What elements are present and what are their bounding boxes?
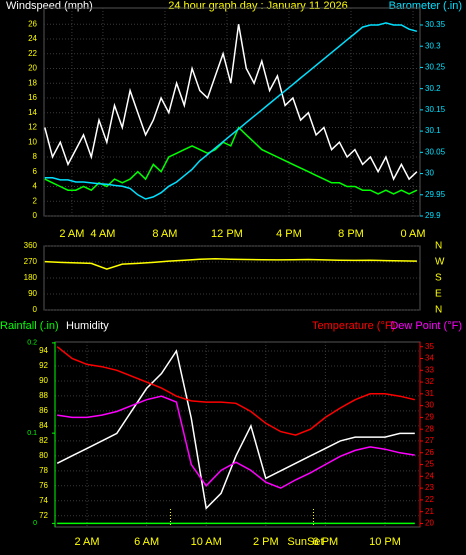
y3-tick-label: 0.1 [27, 430, 37, 437]
compass-label: S [435, 273, 442, 284]
y-tick-label: 24 [28, 34, 37, 43]
x-tick-label: 8 PM [338, 228, 364, 240]
compass-label: N [435, 305, 442, 316]
x-tick-label: 6 PM [313, 536, 339, 548]
x-tick-label: 2 AM [59, 228, 84, 240]
series-line [44, 22, 418, 200]
y2-tick-label: 22 [425, 495, 434, 504]
y2-tick-label: 30 [425, 169, 434, 178]
y-tick-label: 74 [39, 496, 48, 505]
series-line [56, 346, 415, 436]
x-tick-label: 10 AM [191, 536, 222, 548]
x-tick-label: 4 PM [276, 228, 302, 240]
y2-tick-label: 30.25 [425, 63, 446, 72]
y2-tick-label: 26 [425, 448, 434, 457]
series-line [44, 126, 418, 195]
y-tick-label: 6 [33, 167, 38, 176]
y-tick-label: 88 [39, 391, 48, 400]
x-tick-label: 2 PM [253, 536, 279, 548]
y2-tick-label: 31 [425, 389, 434, 398]
series-line [44, 258, 417, 270]
y-tick-label: 360 [24, 241, 38, 250]
y2-tick-label: 29 [425, 413, 434, 422]
series-line [56, 349, 415, 510]
y-tick-label: 90 [28, 289, 37, 298]
y2-tick-label: 33 [425, 365, 434, 374]
series-line [57, 395, 415, 489]
y2-tick-label: 25 [425, 460, 434, 469]
y2-tick-label: 35 [425, 342, 434, 351]
y2-tick-label: 24 [425, 471, 434, 480]
y2-tick-label: 23 [425, 483, 434, 492]
x-tick-label: 0 AM [400, 228, 425, 240]
y-tick-label: 10 [28, 137, 37, 146]
x-tick-label: 6 AM [134, 536, 159, 548]
y2-tick-label: 30.05 [425, 147, 446, 156]
y2-tick-label: 29.9 [425, 211, 441, 220]
y-tick-label: 80 [39, 451, 48, 460]
y-tick-label: 20 [28, 64, 37, 73]
x-tick-label: 2 AM [74, 536, 99, 548]
compass-label: E [435, 289, 442, 300]
y2-tick-label: 30.35 [425, 20, 446, 29]
legend-entry: Temperature (°F) [312, 320, 395, 332]
y2-tick-label: 21 [425, 507, 434, 516]
chart-title: 24 hour graph day : January 11 2026 [168, 0, 348, 12]
y2-tick-label: 20 [425, 519, 434, 528]
y-tick-label: 94 [39, 346, 48, 355]
y-tick-label: 86 [39, 406, 48, 415]
x-tick-label: 8 AM [152, 228, 177, 240]
y-tick-label: 12 [28, 123, 37, 132]
y-tick-label: 4 [33, 182, 38, 191]
y-tick-label: 82 [39, 436, 48, 445]
y-tick-label: 0 [33, 211, 38, 220]
y-axis-label: Windspeed (mph) [6, 0, 93, 12]
y-tick-label: 8 [33, 152, 38, 161]
sun-label: SunSet [287, 536, 323, 548]
y2-tick-label: 30.2 [425, 84, 441, 93]
legend-entry: Dew Point (°F) [390, 320, 462, 332]
y-tick-label: 14 [28, 108, 37, 117]
y3-tick-label: 0.2 [27, 340, 37, 347]
y2-tick-label: 30.3 [425, 41, 441, 50]
y2-tick-label: 30.1 [425, 126, 441, 135]
x-tick-label: 10 PM [369, 536, 401, 548]
y-tick-label: 2 [33, 196, 38, 205]
y2-tick-label: 27 [425, 436, 434, 445]
y-tick-label: 26 [28, 19, 37, 28]
compass-label: N [435, 241, 442, 252]
y2-tick-label: 32 [425, 377, 434, 386]
y2-axis-label: Barometer (.in) [389, 0, 462, 12]
series-line [44, 24, 418, 181]
legend-entry: Rainfall (.in) [0, 320, 59, 332]
y-tick-label: 78 [39, 466, 48, 475]
y2-tick-label: 34 [425, 354, 434, 363]
y2-tick-label: 30 [425, 401, 434, 410]
y-tick-label: 84 [39, 421, 48, 430]
y2-tick-label: 30.15 [425, 105, 446, 114]
x-tick-label: 4 AM [90, 228, 115, 240]
plot-frame [43, 7, 421, 217]
x-tick-label: 12 PM [211, 228, 243, 240]
y-tick-label: 22 [28, 49, 37, 58]
y2-tick-label: 28 [425, 424, 434, 433]
y-tick-label: 92 [39, 361, 48, 370]
y-tick-label: 90 [39, 376, 48, 385]
y2-tick-label: 29.95 [425, 190, 446, 199]
compass-label: W [435, 257, 445, 268]
y-tick-label: 180 [24, 273, 38, 282]
y-tick-label: 270 [24, 257, 38, 266]
y-tick-label: 16 [28, 93, 37, 102]
y3-tick-label: 0 [33, 520, 37, 527]
y-tick-label: 0 [33, 305, 38, 314]
y-tick-label: 76 [39, 481, 48, 490]
y-tick-label: 72 [39, 511, 48, 520]
y-tick-label: 18 [28, 78, 37, 87]
legend-entry: Humidity [66, 320, 109, 332]
